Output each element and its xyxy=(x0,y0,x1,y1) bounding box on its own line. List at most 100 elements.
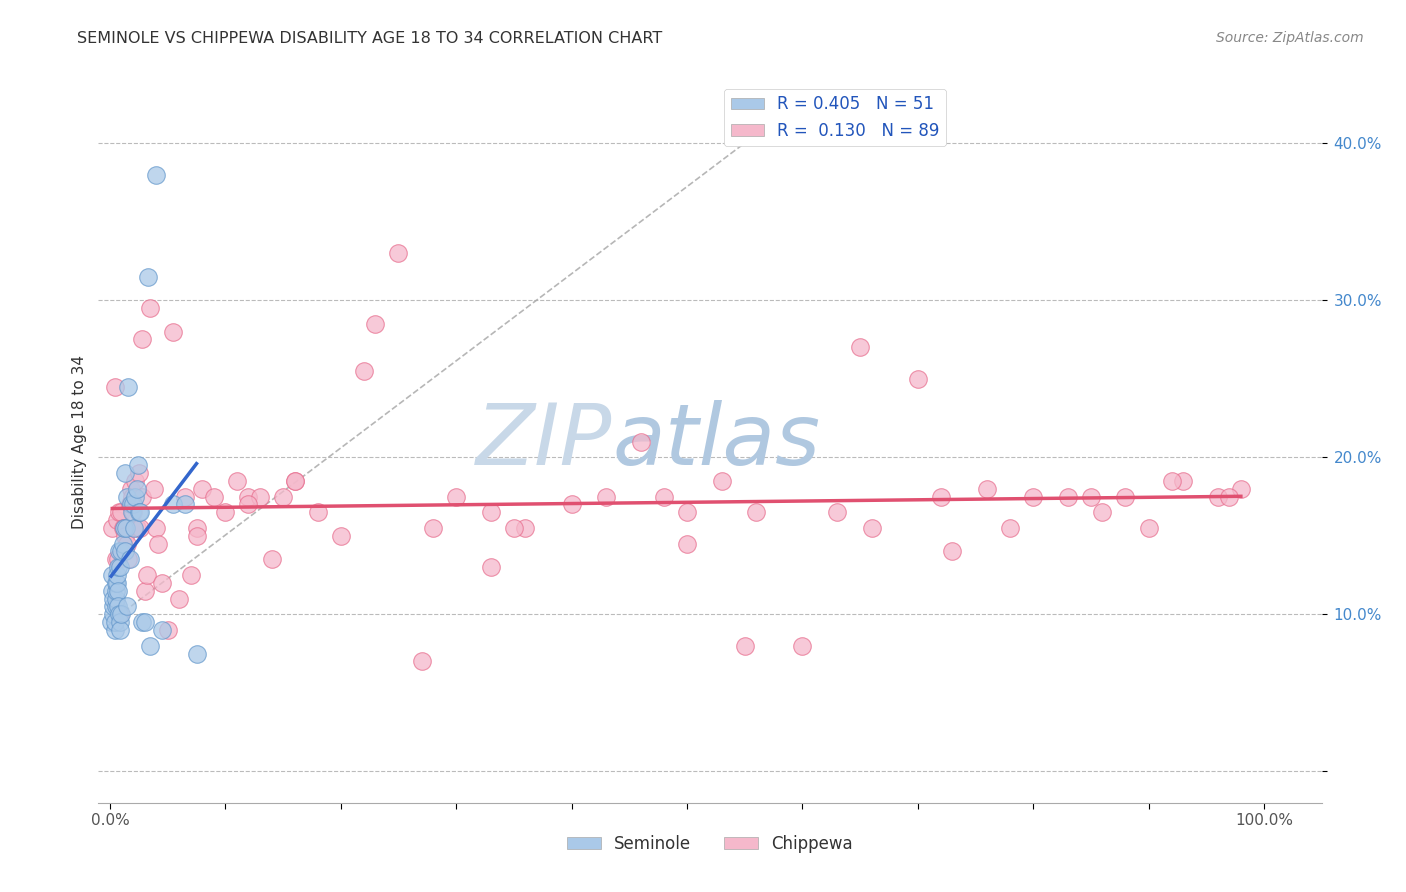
Point xyxy=(387,246,409,260)
Point xyxy=(180,568,202,582)
Point xyxy=(103,379,125,393)
Point xyxy=(162,497,184,511)
Point xyxy=(104,583,127,598)
Point xyxy=(125,521,148,535)
Point xyxy=(111,521,134,535)
Point xyxy=(127,458,149,472)
Point xyxy=(115,521,138,535)
Point xyxy=(108,505,131,519)
Point xyxy=(284,474,307,488)
Point xyxy=(174,490,197,504)
Point xyxy=(120,497,142,511)
Point xyxy=(214,505,236,519)
Point xyxy=(134,615,156,630)
Point xyxy=(162,325,184,339)
Point xyxy=(1022,490,1045,504)
Point xyxy=(103,615,125,630)
Point xyxy=(191,482,214,496)
Y-axis label: Disability Age 18 to 34: Disability Age 18 to 34 xyxy=(72,354,87,529)
Point xyxy=(124,474,146,488)
Point xyxy=(271,490,294,504)
Point xyxy=(100,615,122,630)
Point xyxy=(107,552,129,566)
Point xyxy=(745,505,768,519)
Point xyxy=(444,490,467,504)
Point xyxy=(1230,482,1253,496)
Point xyxy=(107,560,129,574)
Point xyxy=(998,521,1021,535)
Point xyxy=(1173,474,1195,488)
Point xyxy=(135,568,157,582)
Point xyxy=(307,505,329,519)
Point xyxy=(595,490,617,504)
Point xyxy=(112,521,135,535)
Point xyxy=(112,521,135,535)
Point xyxy=(110,505,132,519)
Point xyxy=(107,583,129,598)
Point xyxy=(114,466,136,480)
Point xyxy=(108,607,131,622)
Point xyxy=(976,482,998,496)
Point xyxy=(101,521,124,535)
Point xyxy=(122,505,145,519)
Point xyxy=(150,575,173,590)
Point xyxy=(479,560,502,574)
Point xyxy=(941,544,963,558)
Point xyxy=(107,599,129,614)
Point xyxy=(110,615,132,630)
Point xyxy=(238,497,260,511)
Point xyxy=(1091,505,1114,519)
Point xyxy=(1218,490,1240,504)
Point xyxy=(792,639,814,653)
Text: Source: ZipAtlas.com: Source: ZipAtlas.com xyxy=(1216,31,1364,45)
Point xyxy=(124,490,146,504)
Text: ZIP: ZIP xyxy=(475,400,612,483)
Point xyxy=(114,529,136,543)
Point xyxy=(117,552,139,566)
Point xyxy=(676,505,699,519)
Text: SEMINOLE VS CHIPPEWA DISABILITY AGE 18 TO 34 CORRELATION CHART: SEMINOLE VS CHIPPEWA DISABILITY AGE 18 T… xyxy=(77,31,662,46)
Point xyxy=(174,497,197,511)
Point xyxy=(129,521,152,535)
Point xyxy=(630,434,652,449)
Point xyxy=(422,521,444,535)
Point xyxy=(118,497,141,511)
Point xyxy=(225,474,247,488)
Point xyxy=(849,340,872,354)
Point xyxy=(122,497,145,511)
Point xyxy=(145,521,167,535)
Point xyxy=(110,544,132,558)
Point xyxy=(502,521,524,535)
Point xyxy=(249,490,271,504)
Point xyxy=(103,591,125,606)
Point xyxy=(121,490,143,504)
Point xyxy=(110,560,132,574)
Legend: Seminole, Chippewa: Seminole, Chippewa xyxy=(561,828,859,860)
Point xyxy=(156,623,179,637)
Point xyxy=(186,529,208,543)
Point xyxy=(139,301,162,315)
Point xyxy=(134,583,156,598)
Point xyxy=(110,623,132,637)
Point xyxy=(734,639,756,653)
Point xyxy=(129,505,152,519)
Point xyxy=(131,490,153,504)
Point xyxy=(101,568,124,582)
Point xyxy=(125,482,148,496)
Point xyxy=(110,607,132,622)
Point xyxy=(117,379,139,393)
Point xyxy=(103,623,125,637)
Point xyxy=(148,536,170,550)
Point xyxy=(105,568,128,582)
Point xyxy=(411,655,433,669)
Point xyxy=(710,474,733,488)
Point xyxy=(1160,474,1182,488)
Point xyxy=(104,591,127,606)
Point xyxy=(353,364,375,378)
Point xyxy=(676,536,699,550)
Point xyxy=(186,521,208,535)
Point xyxy=(118,552,141,566)
Point xyxy=(364,317,387,331)
Point xyxy=(142,482,165,496)
Point xyxy=(103,599,125,614)
